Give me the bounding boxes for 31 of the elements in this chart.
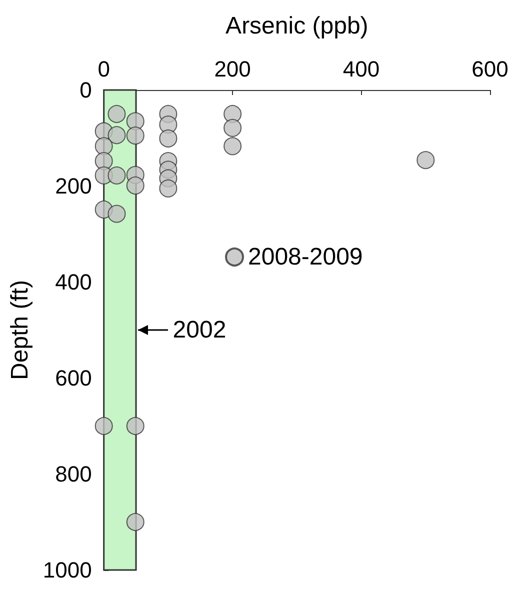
y-tick-label: 800 <box>55 462 92 486</box>
x-tick-label: 600 <box>472 56 508 82</box>
x-tick-label: 0 <box>98 56 110 82</box>
point <box>108 204 126 223</box>
point <box>224 137 242 156</box>
point <box>126 417 144 435</box>
y-tick-label: 400 <box>55 270 92 294</box>
point <box>224 118 242 137</box>
band-label: 2002 <box>172 316 226 344</box>
y-tick-label: 600 <box>55 366 92 390</box>
y-tick-label: 200 <box>55 174 92 198</box>
point <box>108 166 126 184</box>
point <box>108 126 126 144</box>
point <box>159 129 178 148</box>
point <box>416 151 435 170</box>
point <box>94 137 113 156</box>
x-tick-label: 400 <box>342 56 380 82</box>
x-axis-title: Arsenic (ppb) <box>226 12 368 40</box>
point <box>126 513 144 531</box>
point <box>94 417 113 435</box>
point <box>126 126 144 145</box>
point <box>159 179 178 198</box>
y-tick-label: 0 <box>80 78 92 102</box>
y-tick-label: 1000 <box>42 558 92 582</box>
point <box>126 112 144 130</box>
point <box>108 105 126 123</box>
y-axis-title: Depth (ft) <box>6 280 34 380</box>
legend-label: 2008-2009 <box>248 244 363 270</box>
point <box>126 176 144 195</box>
point <box>94 152 113 170</box>
x-tick-label: 200 <box>214 56 251 82</box>
